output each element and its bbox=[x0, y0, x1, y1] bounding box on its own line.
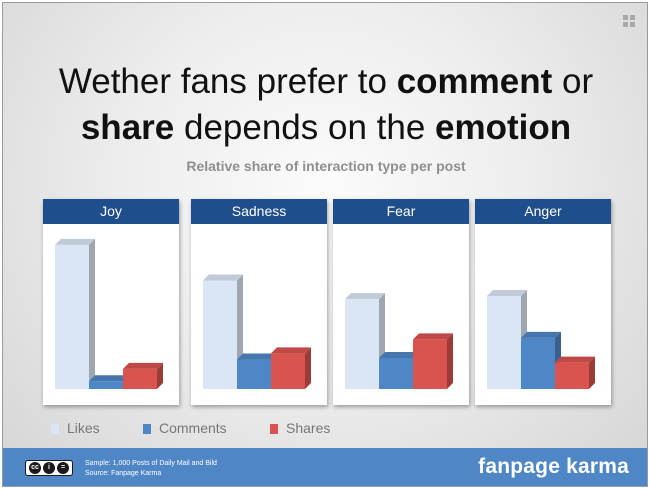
legend-swatch-shares bbox=[270, 424, 278, 434]
footer: cc i = Sample: 1,000 Posts of Daily Mail… bbox=[3, 448, 647, 486]
panel-joy: Joy bbox=[43, 199, 179, 405]
panel-header-joy: Joy bbox=[43, 199, 179, 224]
attribution-icon: i bbox=[43, 462, 55, 474]
panel-sadness: Sadness bbox=[191, 199, 327, 405]
chart-joy bbox=[55, 238, 163, 389]
bar-joy-shares bbox=[123, 362, 163, 389]
chart-title: Wether fans prefer to comment or share d… bbox=[3, 59, 647, 151]
panel-header-sadness: Sadness bbox=[191, 199, 327, 224]
bar-fear-shares bbox=[413, 333, 453, 389]
bar-fear-likes bbox=[345, 293, 385, 389]
title-line-1: Wether fans prefer to comment or bbox=[58, 62, 594, 101]
legend-swatch-likes bbox=[51, 424, 59, 434]
grid-icon[interactable] bbox=[623, 15, 635, 27]
panel-header-fear: Fear bbox=[333, 199, 469, 224]
chart-subtitle: Relative share of interaction type per p… bbox=[186, 158, 466, 174]
creative-commons-icon: cc i = bbox=[25, 460, 73, 476]
bar-sadness-shares bbox=[271, 347, 311, 389]
chart-fear bbox=[345, 293, 453, 389]
chart-sadness bbox=[203, 274, 311, 389]
panel-anger: Anger bbox=[475, 199, 611, 405]
panel-fear: Fear bbox=[333, 199, 469, 405]
bar-joy-likes bbox=[55, 238, 95, 389]
brand-logo: fanpage karma bbox=[478, 455, 629, 478]
footer-source: Sample: 1,000 Posts of Daily Mail and Bi… bbox=[85, 460, 217, 477]
bar-anger-shares bbox=[555, 356, 595, 389]
legend-swatch-comments bbox=[143, 424, 151, 434]
cc-icon: cc bbox=[29, 462, 41, 474]
title-line-2: share depends on the emotion bbox=[80, 108, 572, 147]
chart-anger bbox=[487, 290, 595, 389]
panel-header-anger: Anger bbox=[475, 199, 611, 224]
no-derivatives-icon: = bbox=[57, 462, 69, 474]
